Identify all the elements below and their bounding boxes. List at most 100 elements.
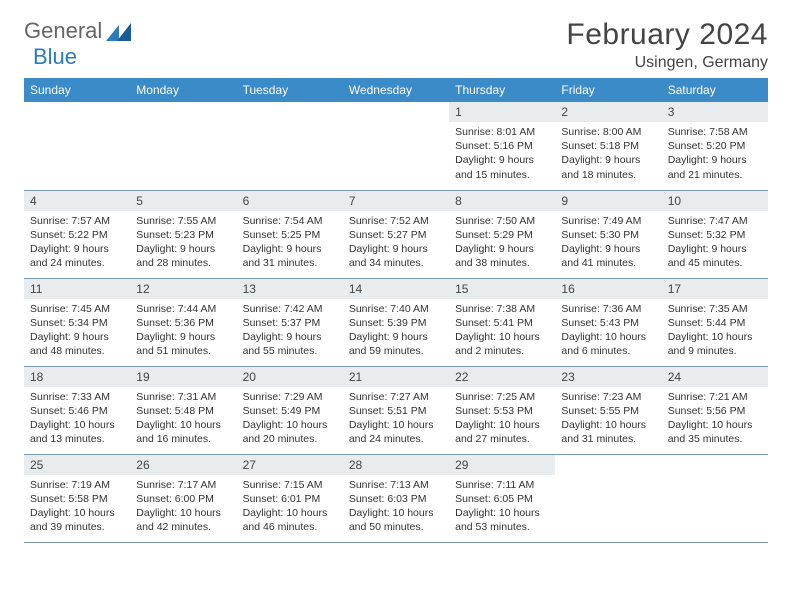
day-number: 29	[449, 455, 555, 475]
calendar-body: 1Sunrise: 8:01 AMSunset: 5:16 PMDaylight…	[24, 102, 768, 542]
day-number: 5	[130, 191, 236, 211]
calendar-week: 11Sunrise: 7:45 AMSunset: 5:34 PMDayligh…	[24, 278, 768, 366]
calendar-cell: 22Sunrise: 7:25 AMSunset: 5:53 PMDayligh…	[449, 366, 555, 454]
day-number: 8	[449, 191, 555, 211]
day-info: Sunrise: 7:52 AMSunset: 5:27 PMDaylight:…	[343, 211, 449, 274]
day-number: 2	[555, 102, 661, 122]
calendar-header: SundayMondayTuesdayWednesdayThursdayFrid…	[24, 78, 768, 102]
day-info: Sunrise: 7:44 AMSunset: 5:36 PMDaylight:…	[130, 299, 236, 362]
day-header: Thursday	[449, 78, 555, 102]
day-info: Sunrise: 7:11 AMSunset: 6:05 PMDaylight:…	[449, 475, 555, 538]
calendar-cell: 4Sunrise: 7:57 AMSunset: 5:22 PMDaylight…	[24, 190, 130, 278]
day-header: Tuesday	[237, 78, 343, 102]
day-number: 16	[555, 279, 661, 299]
day-info: Sunrise: 7:17 AMSunset: 6:00 PMDaylight:…	[130, 475, 236, 538]
day-number: 3	[662, 102, 768, 122]
day-number: 21	[343, 367, 449, 387]
day-number: 11	[24, 279, 130, 299]
day-number: 18	[24, 367, 130, 387]
calendar-cell: 7Sunrise: 7:52 AMSunset: 5:27 PMDaylight…	[343, 190, 449, 278]
logo-icon	[106, 21, 132, 41]
day-info: Sunrise: 7:45 AMSunset: 5:34 PMDaylight:…	[24, 299, 130, 362]
calendar-cell: 1Sunrise: 8:01 AMSunset: 5:16 PMDaylight…	[449, 102, 555, 190]
calendar-cell: 15Sunrise: 7:38 AMSunset: 5:41 PMDayligh…	[449, 278, 555, 366]
day-info: Sunrise: 7:13 AMSunset: 6:03 PMDaylight:…	[343, 475, 449, 538]
logo-text1: General	[24, 18, 102, 44]
day-number: 23	[555, 367, 661, 387]
day-header: Saturday	[662, 78, 768, 102]
calendar-cell: 12Sunrise: 7:44 AMSunset: 5:36 PMDayligh…	[130, 278, 236, 366]
day-number: 4	[24, 191, 130, 211]
day-info: Sunrise: 7:21 AMSunset: 5:56 PMDaylight:…	[662, 387, 768, 450]
day-info: Sunrise: 7:33 AMSunset: 5:46 PMDaylight:…	[24, 387, 130, 450]
day-number: 12	[130, 279, 236, 299]
day-header: Wednesday	[343, 78, 449, 102]
day-info: Sunrise: 7:27 AMSunset: 5:51 PMDaylight:…	[343, 387, 449, 450]
day-info: Sunrise: 7:29 AMSunset: 5:49 PMDaylight:…	[237, 387, 343, 450]
day-info: Sunrise: 7:38 AMSunset: 5:41 PMDaylight:…	[449, 299, 555, 362]
day-number: 9	[555, 191, 661, 211]
day-info: Sunrise: 8:01 AMSunset: 5:16 PMDaylight:…	[449, 122, 555, 185]
calendar-cell: 2Sunrise: 8:00 AMSunset: 5:18 PMDaylight…	[555, 102, 661, 190]
calendar-cell	[130, 102, 236, 190]
logo-line2: Blue	[33, 44, 77, 70]
calendar-cell: 19Sunrise: 7:31 AMSunset: 5:48 PMDayligh…	[130, 366, 236, 454]
day-number: 13	[237, 279, 343, 299]
calendar-week: 25Sunrise: 7:19 AMSunset: 5:58 PMDayligh…	[24, 454, 768, 542]
day-info: Sunrise: 7:54 AMSunset: 5:25 PMDaylight:…	[237, 211, 343, 274]
header: General February 2024 Usingen, Germany	[24, 18, 768, 72]
calendar-cell	[237, 102, 343, 190]
day-info: Sunrise: 7:35 AMSunset: 5:44 PMDaylight:…	[662, 299, 768, 362]
day-header: Monday	[130, 78, 236, 102]
day-header: Sunday	[24, 78, 130, 102]
day-info: Sunrise: 7:40 AMSunset: 5:39 PMDaylight:…	[343, 299, 449, 362]
calendar-cell: 13Sunrise: 7:42 AMSunset: 5:37 PMDayligh…	[237, 278, 343, 366]
calendar-cell: 27Sunrise: 7:15 AMSunset: 6:01 PMDayligh…	[237, 454, 343, 542]
calendar-cell: 28Sunrise: 7:13 AMSunset: 6:03 PMDayligh…	[343, 454, 449, 542]
day-info: Sunrise: 7:31 AMSunset: 5:48 PMDaylight:…	[130, 387, 236, 450]
calendar-cell: 6Sunrise: 7:54 AMSunset: 5:25 PMDaylight…	[237, 190, 343, 278]
day-number: 17	[662, 279, 768, 299]
day-header: Friday	[555, 78, 661, 102]
day-info: Sunrise: 7:50 AMSunset: 5:29 PMDaylight:…	[449, 211, 555, 274]
day-info: Sunrise: 7:15 AMSunset: 6:01 PMDaylight:…	[237, 475, 343, 538]
day-info: Sunrise: 7:42 AMSunset: 5:37 PMDaylight:…	[237, 299, 343, 362]
day-info: Sunrise: 7:19 AMSunset: 5:58 PMDaylight:…	[24, 475, 130, 538]
day-number: 14	[343, 279, 449, 299]
calendar-cell: 29Sunrise: 7:11 AMSunset: 6:05 PMDayligh…	[449, 454, 555, 542]
calendar-cell: 18Sunrise: 7:33 AMSunset: 5:46 PMDayligh…	[24, 366, 130, 454]
day-number: 28	[343, 455, 449, 475]
day-number: 26	[130, 455, 236, 475]
calendar-cell: 26Sunrise: 7:17 AMSunset: 6:00 PMDayligh…	[130, 454, 236, 542]
calendar-cell: 9Sunrise: 7:49 AMSunset: 5:30 PMDaylight…	[555, 190, 661, 278]
day-number: 25	[24, 455, 130, 475]
calendar-cell: 11Sunrise: 7:45 AMSunset: 5:34 PMDayligh…	[24, 278, 130, 366]
day-number: 19	[130, 367, 236, 387]
calendar-cell	[24, 102, 130, 190]
day-info: Sunrise: 7:25 AMSunset: 5:53 PMDaylight:…	[449, 387, 555, 450]
calendar-cell: 5Sunrise: 7:55 AMSunset: 5:23 PMDaylight…	[130, 190, 236, 278]
calendar-cell: 17Sunrise: 7:35 AMSunset: 5:44 PMDayligh…	[662, 278, 768, 366]
title-box: February 2024 Usingen, Germany	[566, 18, 768, 72]
calendar-cell: 23Sunrise: 7:23 AMSunset: 5:55 PMDayligh…	[555, 366, 661, 454]
day-info: Sunrise: 7:49 AMSunset: 5:30 PMDaylight:…	[555, 211, 661, 274]
day-info: Sunrise: 7:36 AMSunset: 5:43 PMDaylight:…	[555, 299, 661, 362]
location: Usingen, Germany	[566, 54, 768, 72]
day-info: Sunrise: 7:57 AMSunset: 5:22 PMDaylight:…	[24, 211, 130, 274]
calendar-cell: 8Sunrise: 7:50 AMSunset: 5:29 PMDaylight…	[449, 190, 555, 278]
calendar-cell: 20Sunrise: 7:29 AMSunset: 5:49 PMDayligh…	[237, 366, 343, 454]
day-number: 27	[237, 455, 343, 475]
day-number: 6	[237, 191, 343, 211]
day-number: 7	[343, 191, 449, 211]
day-number: 1	[449, 102, 555, 122]
calendar-cell	[555, 454, 661, 542]
day-number: 10	[662, 191, 768, 211]
day-info: Sunrise: 7:23 AMSunset: 5:55 PMDaylight:…	[555, 387, 661, 450]
day-number: 20	[237, 367, 343, 387]
calendar-cell	[343, 102, 449, 190]
day-info: Sunrise: 7:47 AMSunset: 5:32 PMDaylight:…	[662, 211, 768, 274]
calendar-week: 1Sunrise: 8:01 AMSunset: 5:16 PMDaylight…	[24, 102, 768, 190]
calendar-cell: 25Sunrise: 7:19 AMSunset: 5:58 PMDayligh…	[24, 454, 130, 542]
calendar-cell: 21Sunrise: 7:27 AMSunset: 5:51 PMDayligh…	[343, 366, 449, 454]
day-number: 22	[449, 367, 555, 387]
